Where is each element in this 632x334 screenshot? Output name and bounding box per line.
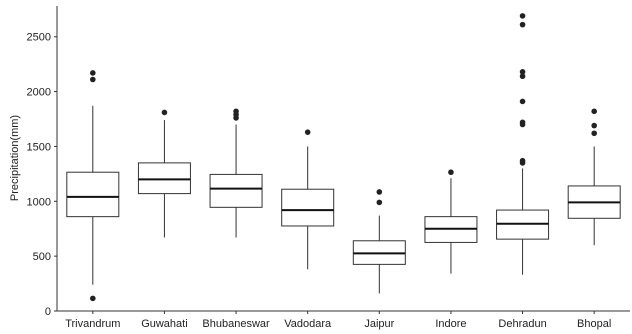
outlier-point bbox=[519, 73, 526, 80]
outlier-point bbox=[376, 189, 383, 195]
y-tick-label: 1000 bbox=[27, 196, 51, 208]
box-group bbox=[281, 129, 335, 270]
box-iqr bbox=[137, 162, 191, 195]
outlier-point bbox=[591, 130, 597, 137]
x-tick-label: Jaipur bbox=[364, 318, 394, 330]
y-tick-label: 500 bbox=[33, 251, 51, 263]
box-group bbox=[352, 189, 406, 294]
box-group bbox=[424, 169, 478, 274]
outlier-point bbox=[519, 121, 526, 128]
outlier-point bbox=[591, 122, 597, 129]
outlier-point bbox=[519, 69, 526, 75]
box-group bbox=[66, 70, 120, 302]
outlier-point bbox=[304, 129, 311, 135]
x-tick-label: Trivandrum bbox=[65, 318, 120, 330]
outlier-point bbox=[90, 295, 96, 302]
outlier-point bbox=[519, 21, 526, 28]
boxes bbox=[66, 13, 621, 302]
y-tick-label: 2000 bbox=[27, 87, 51, 99]
outlier-point bbox=[376, 199, 383, 206]
box-iqr bbox=[209, 173, 263, 208]
y-axis-title: Precipitation(mm) bbox=[9, 115, 21, 201]
outlier-point bbox=[591, 108, 597, 115]
box-iqr bbox=[281, 188, 335, 227]
box-iqr bbox=[66, 171, 120, 218]
outlier-point bbox=[233, 115, 239, 121]
box-group bbox=[137, 109, 191, 238]
x-tick-label: Bhubaneswar bbox=[202, 318, 270, 330]
y-ticks: 0 500 1000 1500 2000 2500 bbox=[27, 32, 57, 318]
outlier-point bbox=[90, 76, 96, 83]
x-ticks: Trivandrum Guwahati Bhubaneswar Vadodara Jai… bbox=[65, 311, 611, 330]
outlier-point bbox=[90, 70, 96, 76]
x-tick-label: Bhopal bbox=[577, 318, 611, 330]
x-tick-label: Dehradun bbox=[498, 318, 546, 330]
box-group bbox=[209, 108, 263, 238]
outlier-point bbox=[161, 109, 168, 116]
x-tick-label: Vadodara bbox=[284, 318, 332, 330]
y-tick-label: 1500 bbox=[27, 141, 51, 153]
x-tick-label: Indore bbox=[435, 318, 466, 330]
box-group bbox=[496, 13, 550, 275]
outlier-point bbox=[519, 13, 526, 19]
y-tick-label: 0 bbox=[45, 306, 51, 318]
outlier-point bbox=[519, 98, 526, 105]
outlier-point bbox=[519, 160, 526, 166]
outlier-point bbox=[448, 169, 454, 176]
y-tick-label: 2500 bbox=[27, 32, 51, 44]
x-tick-label: Guwahati bbox=[141, 318, 187, 330]
box-group bbox=[567, 108, 621, 246]
